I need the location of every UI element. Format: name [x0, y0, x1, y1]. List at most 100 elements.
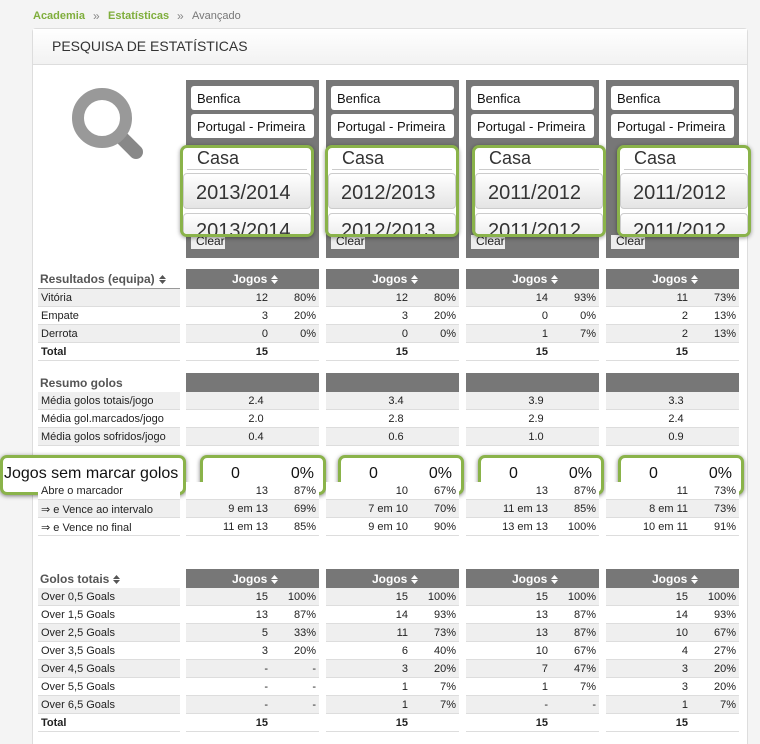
season-select[interactable]: 2011/2012	[475, 173, 603, 209]
season-select[interactable]: 2012/2013	[328, 173, 456, 209]
venue-select[interactable]: Casa	[479, 148, 599, 170]
season-to-select[interactable]: 2011/2012	[620, 213, 748, 234]
cell-count: 14	[535, 292, 548, 304]
section-title[interactable]: Resumo golos	[40, 376, 123, 390]
cell-count: 11 em 13	[222, 521, 268, 533]
cell-bg	[466, 518, 599, 536]
season-to-select[interactable]: 2012/2013	[328, 213, 456, 234]
cell-bg	[326, 410, 459, 428]
breadcrumb-item[interactable]: Estatísticas	[108, 10, 170, 22]
league-select[interactable]: Portugal - Primeira	[331, 114, 454, 138]
cell-bg	[466, 307, 599, 325]
column-header-label[interactable]: Jogos	[652, 272, 688, 286]
row-bg	[38, 660, 180, 678]
cell-bg	[606, 714, 739, 732]
season-select[interactable]: 2013/2014	[183, 173, 311, 209]
league-select[interactable]: Portugal - Primeira	[611, 114, 734, 138]
team-select[interactable]: Benfica	[191, 86, 314, 110]
row-label: ⇒ e Vence ao intervalo	[41, 504, 153, 516]
sort-icon[interactable]	[551, 575, 558, 584]
cell-total: 15	[255, 717, 268, 729]
team-select[interactable]: Benfica	[471, 86, 594, 110]
breadcrumb-item: Avançado	[192, 10, 241, 22]
cell-percent: 100%	[427, 591, 456, 603]
column-header-label[interactable]: Jogos	[512, 272, 548, 286]
column-header-label[interactable]: Jogos	[512, 572, 548, 586]
cell-total: 15	[675, 346, 688, 358]
cell-percent: 100%	[287, 591, 316, 603]
sort-icon[interactable]	[159, 275, 166, 284]
cell-percent: 13%	[713, 310, 736, 322]
cell-bg	[186, 428, 319, 446]
cell-bg	[326, 696, 459, 714]
column-header-label[interactable]: Jogos	[372, 572, 408, 586]
cell-percent: 93%	[433, 609, 456, 621]
cell-bg	[606, 678, 739, 696]
sort-icon[interactable]	[411, 275, 418, 284]
row-bg	[38, 289, 180, 307]
cell-value: 1.0	[528, 431, 544, 443]
venue-select[interactable]: Casa	[624, 148, 744, 170]
row-label: Média golos sofridos/jogo	[41, 431, 166, 443]
breadcrumb-separator: »	[93, 9, 100, 23]
column-header-label[interactable]: Jogos	[232, 272, 268, 286]
row-bg	[38, 325, 180, 343]
team-select[interactable]: Benfica	[331, 86, 454, 110]
row-label: Over 6,5 Goals	[41, 699, 115, 711]
row-bg	[38, 678, 180, 696]
section-title[interactable]: Golos totais	[40, 572, 110, 586]
cell-bg	[326, 624, 459, 642]
cell-count: 15	[535, 591, 548, 603]
cell-count: 14	[395, 609, 408, 621]
column-header-label[interactable]: Jogos	[652, 572, 688, 586]
cell-percent: 87%	[293, 485, 316, 497]
sort-icon[interactable]	[411, 575, 418, 584]
row-bg	[38, 428, 180, 446]
sort-icon[interactable]	[691, 575, 698, 584]
row-label: Média gol.marcados/jogo	[41, 413, 164, 425]
venue-select[interactable]: Casa	[332, 148, 452, 170]
cell-bg	[326, 660, 459, 678]
column-header	[326, 269, 459, 289]
cell-bg	[326, 518, 459, 536]
sort-icon[interactable]	[271, 275, 278, 284]
clear-button[interactable]: Clear	[331, 235, 365, 249]
cell-count: 1	[401, 699, 408, 711]
sort-icon[interactable]	[271, 575, 278, 584]
season-to-select[interactable]: 2011/2012	[475, 213, 603, 234]
cell-percent: 27%	[713, 645, 736, 657]
clear-button[interactable]: Clear	[471, 235, 505, 249]
cell-bg	[606, 289, 739, 307]
season-select[interactable]: 2011/2012	[620, 173, 748, 209]
league-select[interactable]: Portugal - Primeira	[471, 114, 594, 138]
row-label: Over 1,5 Goals	[41, 609, 115, 621]
sort-icon[interactable]	[551, 275, 558, 284]
league-select[interactable]: Portugal - Primeira	[191, 114, 314, 138]
cell-total: 15	[395, 717, 408, 729]
cell-value: 2.4	[668, 413, 684, 425]
search-icon	[72, 88, 143, 159]
clear-button[interactable]: Clear	[191, 235, 225, 249]
team-select[interactable]: Benfica	[611, 86, 734, 110]
section-title[interactable]: Resultados (equipa)	[40, 272, 155, 286]
season-to-select[interactable]: 2013/2014	[183, 213, 311, 234]
cell-count: 13	[255, 609, 268, 621]
cell-bg	[186, 642, 319, 660]
cell-percent: 47%	[573, 663, 596, 675]
cell-percent: 0%	[568, 465, 592, 482]
column-header-label[interactable]: Jogos	[372, 272, 408, 286]
column-header-label[interactable]: Jogos	[232, 572, 268, 586]
panel-header	[33, 29, 747, 65]
clear-button[interactable]: Clear	[611, 235, 645, 249]
breadcrumb-item[interactable]: Academia	[33, 10, 85, 22]
sort-icon[interactable]	[691, 275, 698, 284]
venue-select[interactable]: Casa	[187, 148, 307, 170]
column-header	[466, 269, 599, 289]
zoom-callout: Casa 2012/2013 2012/2013	[325, 145, 459, 237]
cell-percent: 93%	[573, 292, 596, 304]
sort-icon[interactable]	[113, 575, 120, 584]
cell-bg	[606, 410, 739, 428]
cell-bg	[606, 343, 739, 361]
cell-count: 12	[395, 292, 408, 304]
cell-total: 15	[395, 346, 408, 358]
